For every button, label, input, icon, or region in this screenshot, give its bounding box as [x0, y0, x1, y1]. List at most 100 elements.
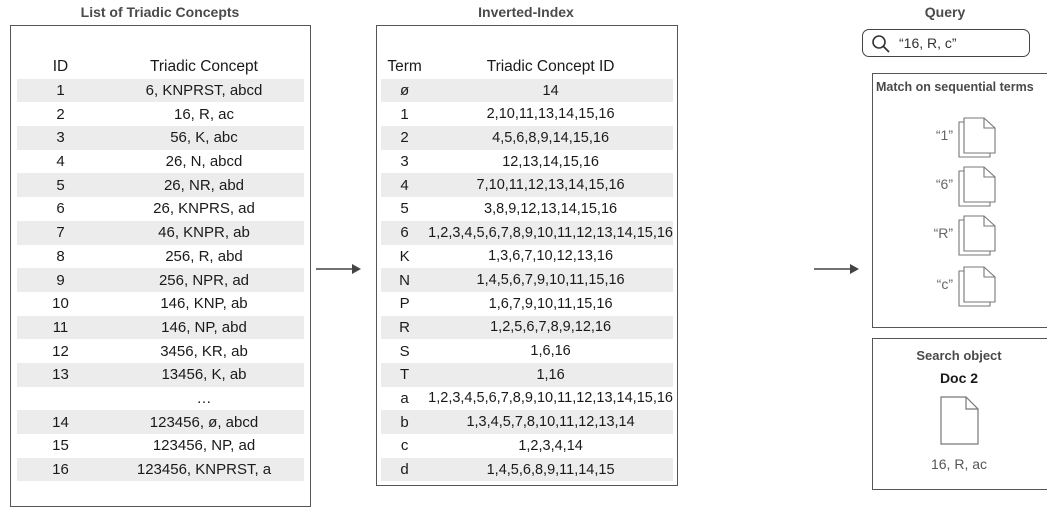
match-term-label: “6” [935, 176, 953, 192]
column-header-concept: Triadic Concept [150, 57, 258, 75]
concept-ids-cell: 12,13,14,15,16 [502, 153, 599, 170]
term-cell: 1 [400, 105, 409, 123]
term-cell: S [399, 342, 410, 360]
concept-ids-cell: 4,5,6,8,9,14,15,16 [428, 126, 673, 150]
term-cell: 4 [381, 173, 429, 198]
table-row: 6 26, KNPRS, ad [17, 197, 304, 221]
doc-content: 16, R, ac [930, 456, 988, 472]
concept-ids-cell: 1,3,4,5,7,8,10,11,12,13,14 [428, 410, 673, 434]
concept-cell: 123456, KNPRST, a [104, 457, 304, 482]
search-object-title: Search object [916, 348, 1002, 363]
concept-id-cell: 16 [17, 457, 104, 482]
table-row: 14 123456, ø, abcd [17, 410, 304, 434]
term-cell: 2 [381, 126, 429, 150]
concept-cell: 46, KNPR, ab [104, 220, 304, 245]
arrow-right-icon [814, 264, 859, 274]
term-cell: c [400, 437, 409, 455]
document-stack-icon [958, 166, 996, 207]
table-row: K 1,3,6,7,10,12,13,16 [381, 245, 673, 269]
term-cell: N [381, 268, 429, 292]
concept-cell: 123456, ø, abcd [104, 410, 304, 434]
table-row: 9 256, NPR, ad [17, 268, 304, 292]
concept-id-cell: 13 [17, 362, 104, 387]
term-cell: 6 [381, 220, 429, 245]
table-row: c 1,2,3,4,14 [381, 434, 673, 458]
column-header-id: ID [52, 57, 69, 75]
term-cell: 5 [400, 200, 409, 218]
term-cell: T [381, 362, 429, 387]
concept-cell: 13456, K, ab [104, 362, 304, 387]
table-row: 16 123456, KNPRST, a [17, 457, 304, 482]
table-row: 4 7,10,11,12,13,14,15,16 [381, 173, 673, 198]
table-row: 2 4,5,6,8,9,14,15,16 [381, 126, 673, 150]
table-row: ø 14 [381, 78, 673, 103]
triadic-concepts-panel: ID Triadic Concept 1 6, KNPRST, abcd 2 16, … [10, 25, 311, 507]
concept-id-cell: 5 [17, 173, 104, 198]
concept-ids-cell: 1,4,5,6,8,9,11,14,15 [428, 457, 673, 482]
table-row: 12 3456, KR, ab [17, 339, 304, 363]
match-term-label: “1” [935, 127, 953, 143]
table-row: 11 146, NP, abd [17, 315, 304, 340]
concept-cell: 26, KNPRS, ad [153, 200, 255, 218]
concept-ids-cell: 1,2,5,6,7,8,9,12,16 [428, 315, 673, 340]
table-row: 13 13456, K, ab [17, 362, 304, 387]
term-cell: ø [381, 78, 429, 103]
term-cell: R [381, 315, 429, 340]
table-row: R 1,2,5,6,7,8,9,12,16 [381, 315, 673, 340]
concept-id-cell: 7 [17, 220, 104, 245]
table-row: 5 3,8,9,12,13,14,15,16 [381, 197, 673, 221]
concept-id-cell: 11 [17, 315, 104, 340]
concept-id-cell: 4 [56, 153, 65, 171]
concept-cell: 256, NPR, ad [104, 268, 304, 292]
concept-id-cell: 3 [17, 126, 104, 150]
concept-ids-cell: 1,6,16 [530, 343, 571, 360]
concept-cell: 146, NP, abd [104, 315, 304, 340]
search-object-panel: Search object Doc 2 16, R, ac [872, 338, 1047, 490]
concept-ids-cell: 1,3,6,7,10,12,13,16 [488, 248, 614, 265]
concept-ids-cell: 14 [428, 78, 673, 103]
match-title: Match on sequential terms [876, 80, 1034, 94]
triadic-concepts-table: ID Triadic Concept 1 6, KNPRST, abcd 2 16, … [17, 55, 304, 482]
concept-id-cell: 12 [52, 342, 69, 360]
concept-cell: 56, K, abc [104, 126, 304, 150]
table-row: … [17, 387, 304, 411]
term-cell: 3 [400, 153, 409, 171]
concept-id-cell: 10 [52, 295, 69, 313]
column-header-term: Term [387, 57, 422, 75]
table-row: a 1,2,3,4,5,6,7,8,9,10,11,12,13,14,15,16 [381, 387, 673, 411]
arrow-right-icon [316, 264, 361, 274]
term-cell: b [381, 410, 429, 434]
concept-id-cell: 2 [56, 105, 65, 123]
concept-cell: 123456, NP, ad [152, 437, 256, 455]
table-row: 10 146, KNP, ab [17, 292, 304, 316]
concept-cell: 16, R, ac [173, 105, 235, 123]
concept-ids-cell: 1,4,5,6,7,9,10,11,15,16 [428, 268, 673, 292]
concept-ids-cell: 1,2,3,4,5,6,7,8,9,10,11,12,13,14,15,16 [428, 390, 673, 407]
table-row: P 1,6,7,9,10,11,15,16 [381, 292, 673, 316]
concept-cell: 26, N, abcd [165, 153, 243, 171]
concept-id-cell [17, 387, 104, 411]
concept-id-cell: 14 [17, 410, 104, 434]
table-row: 3 56, K, abc [17, 126, 304, 150]
table-row: N 1,4,5,6,7,9,10,11,15,16 [381, 268, 673, 292]
table-row: 15 123456, NP, ad [17, 434, 304, 458]
query-input[interactable]: “16, R, c” [862, 29, 1030, 57]
concept-cell: 146, KNP, ab [160, 295, 248, 313]
table-row: 6 1,2,3,4,5,6,7,8,9,10,11,12,13,14,15,16 [381, 220, 673, 245]
table-header-row: Term Triadic Concept ID [381, 55, 673, 79]
concept-ids-cell: 1,6,7,9,10,11,15,16 [488, 295, 613, 312]
concept-ids-cell: 7,10,11,12,13,14,15,16 [428, 173, 673, 198]
table-row: 5 26, NR, abd [17, 173, 304, 198]
document-icon [940, 396, 979, 445]
concept-ids-cell: 1,2,3,4,5,6,7,8,9,10,11,12,13,14,15,16 [428, 220, 673, 245]
concept-id-cell: 9 [17, 268, 104, 292]
table-row: S 1,6,16 [381, 339, 673, 363]
table-row: 4 26, N, abcd [17, 150, 304, 174]
query-text: “16, R, c” [899, 35, 957, 51]
table-row: 1 6, KNPRST, abcd [17, 78, 304, 103]
match-term-label: “R” [933, 225, 953, 241]
inverted-index-panel: Term Triadic Concept ID ø 14 1 2,10,11,13,1… [376, 25, 678, 486]
concept-ids-cell: 1,16 [428, 362, 673, 387]
term-cell: P [399, 295, 410, 313]
concept-ids-cell: 3,8,9,12,13,14,15,16 [484, 200, 618, 217]
